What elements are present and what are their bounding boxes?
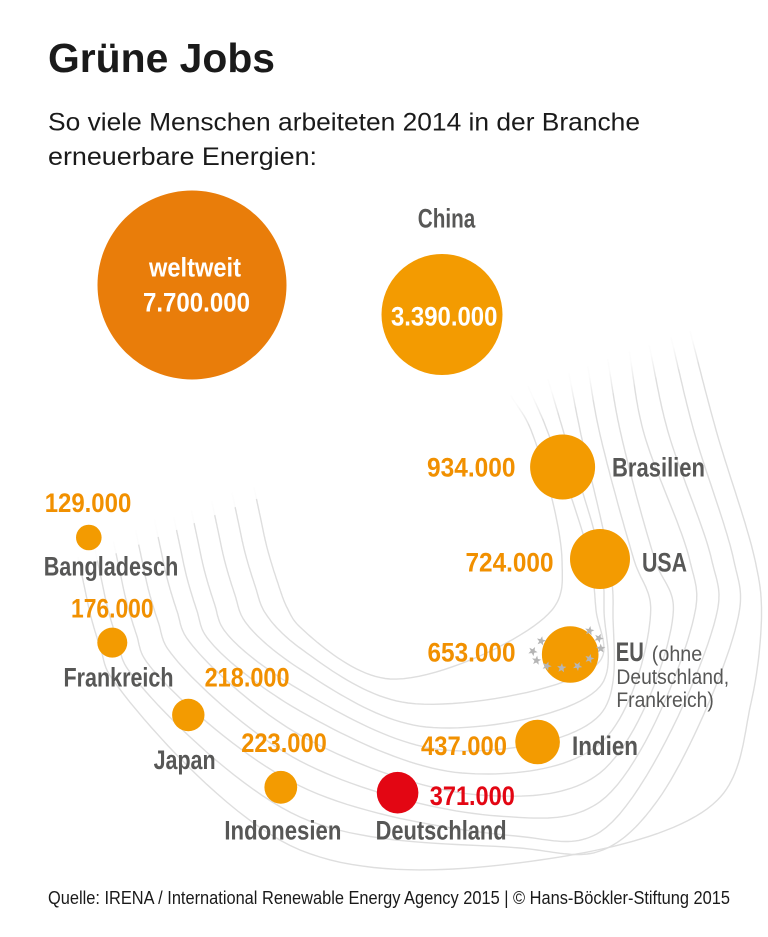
svg-text:USA: USA bbox=[642, 548, 687, 578]
svg-text:(ohne: (ohne bbox=[652, 642, 702, 666]
svg-text:Grüne Jobs: Grüne Jobs bbox=[48, 35, 275, 81]
svg-text:129.000: 129.000 bbox=[45, 488, 132, 518]
svg-text:223.000: 223.000 bbox=[241, 728, 327, 758]
svg-text:erneuerbare Energien:: erneuerbare Energien: bbox=[48, 143, 317, 171]
svg-text:653.000: 653.000 bbox=[428, 638, 516, 668]
svg-text:Brasilien: Brasilien bbox=[612, 453, 705, 483]
svg-text:Quelle: IRENA / International: Quelle: IRENA / International Renewable … bbox=[48, 888, 730, 908]
svg-text:EU: EU bbox=[616, 637, 644, 667]
svg-text:437.000: 437.000 bbox=[421, 731, 507, 761]
svg-text:176.000: 176.000 bbox=[71, 593, 154, 623]
svg-text:Indonesien: Indonesien bbox=[224, 815, 341, 845]
svg-text:Frankreich: Frankreich bbox=[64, 663, 174, 693]
svg-text:934.000: 934.000 bbox=[427, 453, 516, 483]
svg-text:Frankreich): Frankreich) bbox=[616, 688, 713, 712]
svg-text:Deutschland,: Deutschland, bbox=[616, 665, 729, 689]
svg-text:So viele Menschen arbeiteten 2: So viele Menschen arbeiteten 2014 in der… bbox=[48, 109, 640, 137]
svg-text:7.700.000: 7.700.000 bbox=[143, 288, 250, 318]
svg-text:weltweit: weltweit bbox=[148, 253, 241, 283]
svg-text:Bangladesch: Bangladesch bbox=[44, 552, 179, 582]
svg-text:Indien: Indien bbox=[572, 731, 638, 761]
svg-text:Japan: Japan bbox=[154, 745, 216, 775]
svg-text:3.390.000: 3.390.000 bbox=[391, 302, 498, 332]
svg-text:371.000: 371.000 bbox=[430, 781, 515, 811]
svg-text:China: China bbox=[418, 203, 476, 233]
svg-text:724.000: 724.000 bbox=[466, 548, 554, 578]
svg-text:218.000: 218.000 bbox=[205, 663, 290, 693]
svg-text:Deutschland: Deutschland bbox=[376, 815, 507, 845]
